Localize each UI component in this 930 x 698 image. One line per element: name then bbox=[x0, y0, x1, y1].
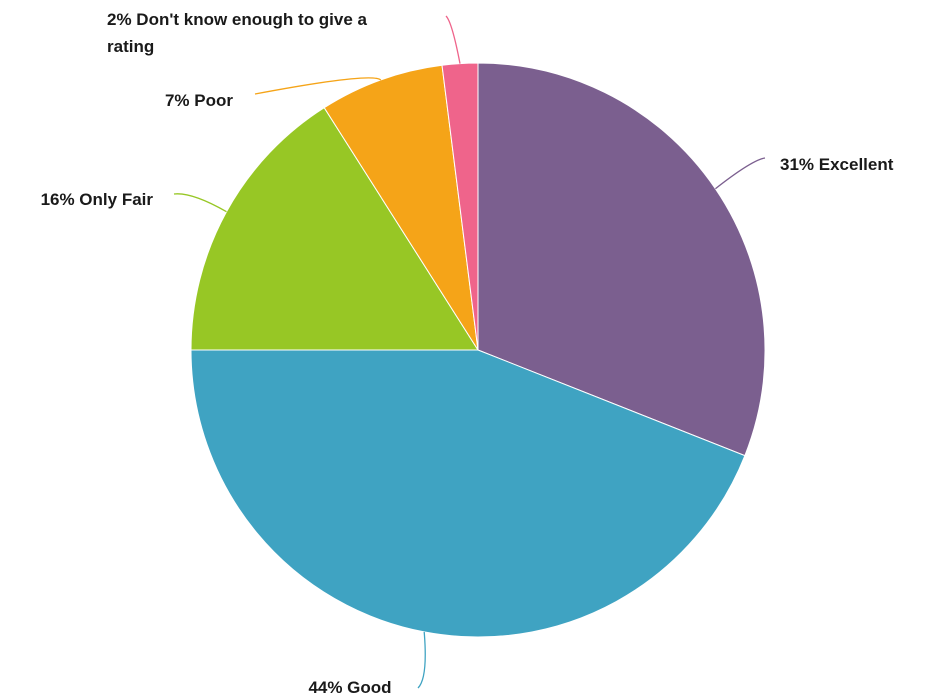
label-dont-know-line2: rating bbox=[107, 37, 154, 56]
label-poor: 7% Poor bbox=[165, 91, 233, 110]
label-only-fair: 16% Only Fair bbox=[41, 190, 154, 209]
leader-line-excellent bbox=[715, 158, 765, 189]
leader-line-dont-know bbox=[446, 16, 460, 64]
label-dont-know-line1: 2% Don't know enough to give a bbox=[107, 10, 368, 29]
pie-slices bbox=[191, 63, 765, 637]
leader-line-only-fair bbox=[174, 194, 227, 212]
leader-line-good bbox=[418, 632, 425, 688]
label-excellent: 31% Excellent bbox=[780, 155, 894, 174]
label-good: 44% Good bbox=[308, 678, 391, 697]
